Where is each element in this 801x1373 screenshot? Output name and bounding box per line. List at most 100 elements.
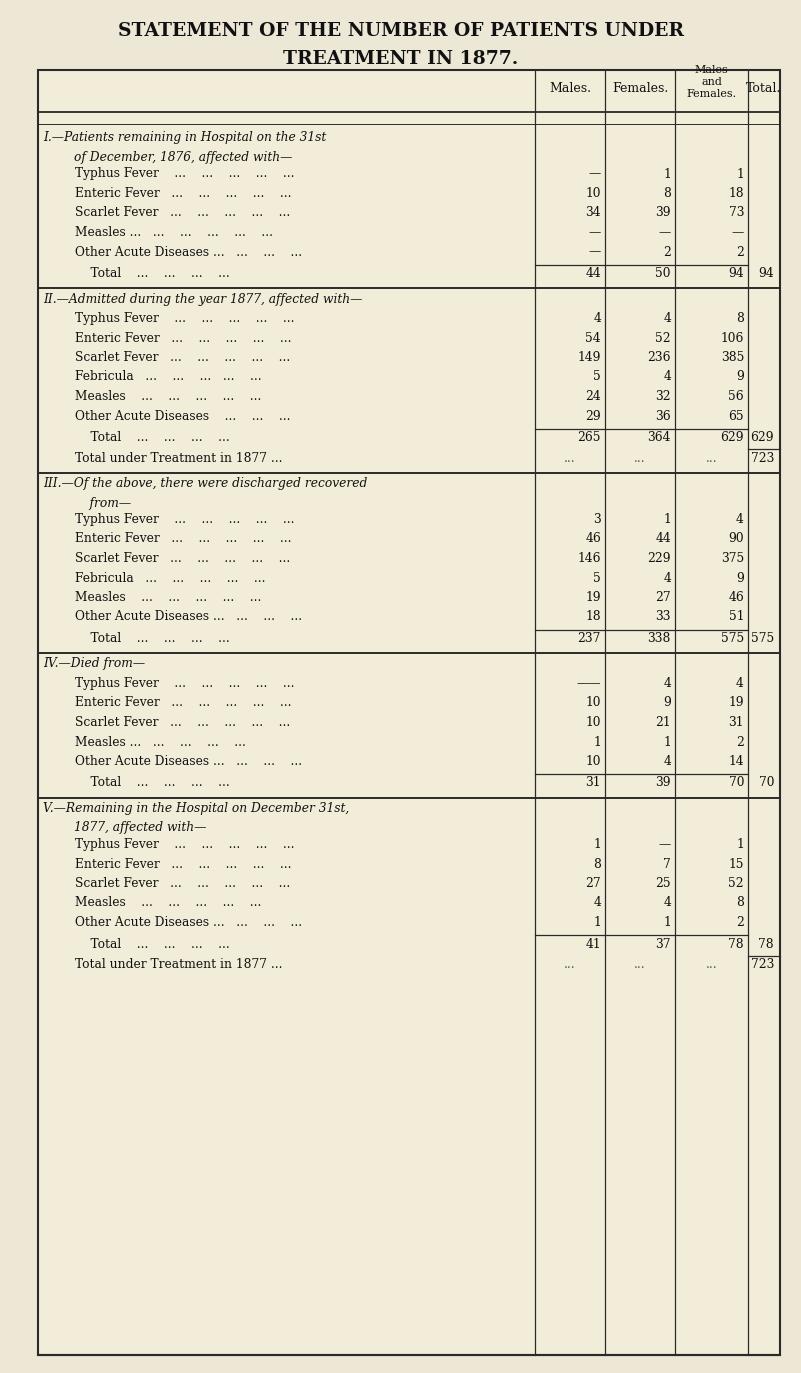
Text: 51: 51 [728,611,744,623]
Text: 94: 94 [759,266,774,280]
Text: Typhus Fever    ...    ...    ...    ...    ...: Typhus Fever ... ... ... ... ... [44,168,295,180]
Text: 5: 5 [594,571,601,585]
Text: 575: 575 [751,632,774,645]
Text: 52: 52 [655,331,671,345]
Text: 27: 27 [655,590,671,604]
Text: 1: 1 [663,514,671,526]
Text: —: — [589,168,601,180]
Text: I.—Patients remaining in Hospital on the 31st: I.—Patients remaining in Hospital on the… [43,132,326,144]
Text: III.—Of the above, there were discharged recovered: III.—Of the above, there were discharged… [43,476,368,490]
Text: —: — [589,246,601,258]
Text: 18: 18 [728,187,744,200]
Text: 78: 78 [728,938,744,950]
Text: Total under Treatment in 1877 ...: Total under Treatment in 1877 ... [44,452,283,464]
Text: Measles    ...    ...    ...    ...    ...: Measles ... ... ... ... ... [44,590,261,604]
Text: 24: 24 [586,390,601,404]
Text: 236: 236 [647,351,671,364]
Text: 364: 364 [647,431,671,443]
Text: 2: 2 [736,736,744,748]
Text: Other Acute Diseases    ...    ...    ...: Other Acute Diseases ... ... ... [44,409,291,423]
Text: 237: 237 [578,632,601,645]
Text: 25: 25 [655,877,671,890]
Text: 375: 375 [721,552,744,566]
Text: 1: 1 [594,736,601,748]
Text: 385: 385 [721,351,744,364]
Text: ...: ... [634,452,646,464]
Text: Measles ...   ...    ...    ...    ...    ...: Measles ... ... ... ... ... ... [44,227,273,239]
Text: 2: 2 [736,916,744,930]
Text: 39: 39 [655,777,671,789]
Text: IV.—Died from—: IV.—Died from— [43,658,145,670]
Text: 50: 50 [655,266,671,280]
Text: 2: 2 [663,246,671,258]
Text: 10: 10 [586,755,601,768]
Text: from—: from— [43,497,131,509]
Text: 629: 629 [720,431,744,443]
Text: 70: 70 [728,777,744,789]
Text: ...: ... [564,958,576,971]
Text: Total    ...    ...    ...    ...: Total ... ... ... ... [44,938,230,950]
Text: 629: 629 [751,431,774,443]
Text: 19: 19 [728,696,744,710]
Text: Total    ...    ...    ...    ...: Total ... ... ... ... [44,777,230,789]
Text: 265: 265 [578,431,601,443]
Text: Typhus Fever    ...    ...    ...    ...    ...: Typhus Fever ... ... ... ... ... [44,677,295,691]
Text: 33: 33 [655,611,671,623]
Text: Scarlet Fever   ...    ...    ...    ...    ...: Scarlet Fever ... ... ... ... ... [44,715,290,729]
Text: 3: 3 [594,514,601,526]
Text: Typhus Fever    ...    ...    ...    ...    ...: Typhus Fever ... ... ... ... ... [44,514,295,526]
Text: Total under Treatment in 1877 ...: Total under Treatment in 1877 ... [44,958,283,971]
Text: Measles    ...    ...    ...    ...    ...: Measles ... ... ... ... ... [44,390,261,404]
Text: 146: 146 [578,552,601,566]
Text: 41: 41 [586,938,601,950]
Text: 4: 4 [736,677,744,691]
Text: Total    ...    ...    ...    ...: Total ... ... ... ... [44,431,230,443]
Text: 90: 90 [728,533,744,545]
Text: 9: 9 [736,371,744,383]
Text: 106: 106 [721,331,744,345]
Text: —: — [658,838,671,851]
Text: Measles ...   ...    ...    ...    ...: Measles ... ... ... ... ... [44,736,246,748]
Text: Males
and
Females.: Males and Females. [686,66,737,99]
Text: 73: 73 [728,206,744,220]
Text: Scarlet Fever   ...    ...    ...    ...    ...: Scarlet Fever ... ... ... ... ... [44,351,290,364]
Text: 8: 8 [736,897,744,909]
Text: 44: 44 [586,266,601,280]
Text: Total    ...    ...    ...    ...: Total ... ... ... ... [44,632,230,645]
Text: 10: 10 [586,696,601,710]
Text: 44: 44 [655,533,671,545]
Text: Total    ...    ...    ...    ...: Total ... ... ... ... [44,266,230,280]
Text: 5: 5 [594,371,601,383]
Text: 34: 34 [586,206,601,220]
Text: 27: 27 [586,877,601,890]
Text: 4: 4 [736,514,744,526]
Text: 29: 29 [586,409,601,423]
Text: 9: 9 [663,696,671,710]
Text: ...: ... [634,958,646,971]
Text: —: — [732,227,744,239]
Text: 1: 1 [736,838,744,851]
Text: 8: 8 [736,312,744,325]
Text: 14: 14 [728,755,744,768]
Text: 7: 7 [663,858,671,870]
Text: 575: 575 [721,632,744,645]
Text: ...: ... [564,452,576,464]
Text: 54: 54 [586,331,601,345]
Text: 723: 723 [751,958,774,971]
Text: 37: 37 [655,938,671,950]
Text: 4: 4 [663,897,671,909]
Text: Scarlet Fever   ...    ...    ...    ...    ...: Scarlet Fever ... ... ... ... ... [44,206,290,220]
Text: of December, 1876, affected with—: of December, 1876, affected with— [43,151,292,163]
Text: 149: 149 [578,351,601,364]
Text: 8: 8 [663,187,671,200]
Text: 65: 65 [728,409,744,423]
Text: 10: 10 [586,187,601,200]
Text: —: — [658,227,671,239]
Text: ...: ... [706,452,718,464]
Text: 229: 229 [647,552,671,566]
Text: V.—Remaining in the Hospital on December 31st,: V.—Remaining in the Hospital on December… [43,802,349,816]
Text: 39: 39 [655,206,671,220]
Text: 1: 1 [663,736,671,748]
Text: 1877, affected with—: 1877, affected with— [43,821,207,835]
Text: 31: 31 [728,715,744,729]
